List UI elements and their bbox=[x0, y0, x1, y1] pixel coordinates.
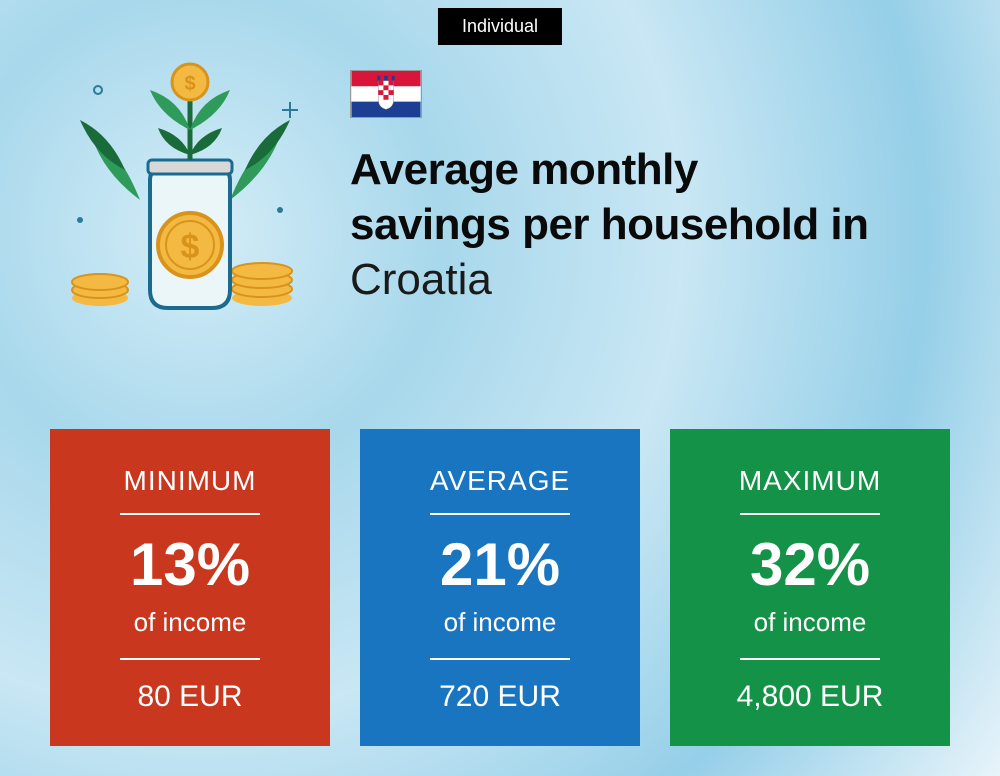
divider bbox=[430, 658, 570, 660]
card-percent: 21% bbox=[380, 535, 620, 595]
coins-right bbox=[232, 263, 292, 306]
card-sub: of income bbox=[380, 607, 620, 638]
card-amount: 80 EUR bbox=[70, 680, 310, 714]
divider bbox=[740, 513, 880, 515]
card-maximum: MAXIMUM 32% of income 4,800 EUR bbox=[670, 429, 950, 746]
card-amount: 720 EUR bbox=[380, 680, 620, 714]
croatia-flag-icon bbox=[350, 70, 422, 118]
card-percent: 32% bbox=[690, 535, 930, 595]
svg-text:$: $ bbox=[181, 228, 200, 266]
card-sub: of income bbox=[70, 607, 310, 638]
header: $ $ Ave bbox=[50, 60, 950, 320]
category-badge: Individual bbox=[438, 8, 562, 45]
divider bbox=[430, 513, 570, 515]
stat-cards: MINIMUM 13% of income 80 EUR AVERAGE 21%… bbox=[50, 429, 950, 746]
title-line-1: Average monthly bbox=[350, 142, 950, 197]
card-sub: of income bbox=[690, 607, 930, 638]
divider bbox=[740, 658, 880, 660]
divider bbox=[120, 513, 260, 515]
savings-jar-icon: $ $ bbox=[50, 60, 310, 320]
card-minimum: MINIMUM 13% of income 80 EUR bbox=[50, 429, 330, 746]
svg-text:$: $ bbox=[184, 73, 195, 95]
card-percent: 13% bbox=[70, 535, 310, 595]
coins-left bbox=[72, 274, 128, 306]
card-average: AVERAGE 21% of income 720 EUR bbox=[360, 429, 640, 746]
card-label: AVERAGE bbox=[380, 465, 620, 497]
title-line-2: savings per household in bbox=[350, 197, 950, 252]
card-amount: 4,800 EUR bbox=[690, 680, 930, 714]
title-block: Average monthly savings per household in… bbox=[350, 60, 950, 320]
card-label: MAXIMUM bbox=[690, 465, 930, 497]
card-label: MINIMUM bbox=[70, 465, 310, 497]
divider bbox=[120, 658, 260, 660]
title-country: Croatia bbox=[350, 252, 950, 307]
